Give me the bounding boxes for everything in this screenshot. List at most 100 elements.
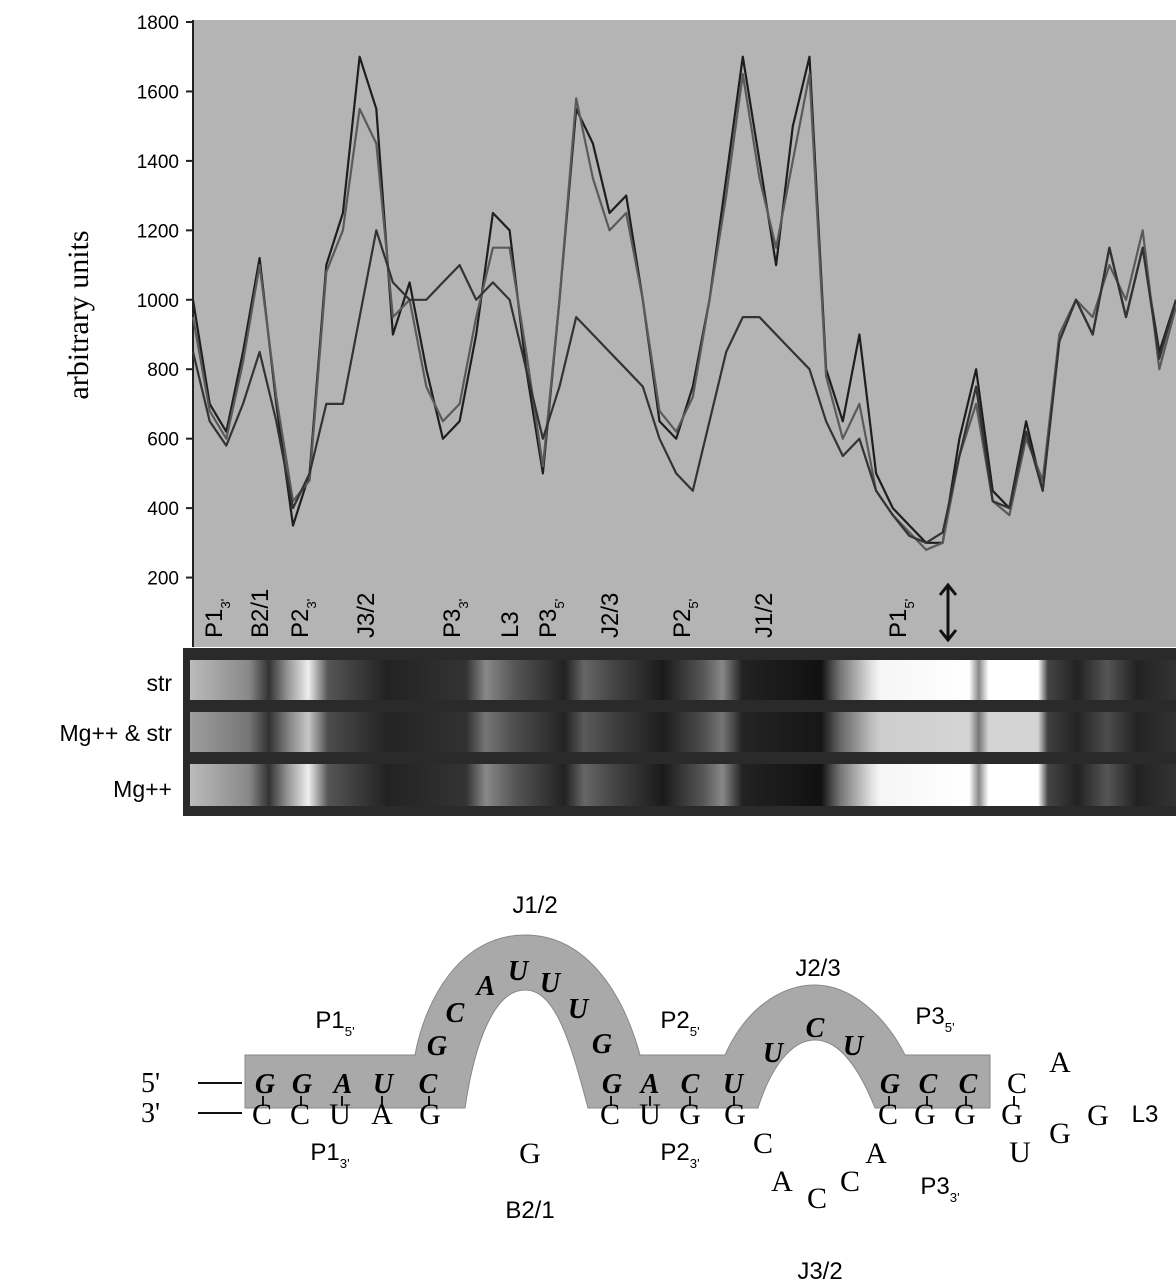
series-line — [191, 229, 1176, 544]
nucleotide: C — [446, 998, 465, 1029]
region-label: L3 — [497, 611, 524, 638]
label-main: P3 — [915, 1003, 944, 1030]
label-main: P2 — [660, 1007, 689, 1034]
region-label: P15' — [885, 599, 917, 638]
nucleotide: U — [329, 1098, 351, 1131]
nucleotide: C — [807, 1182, 827, 1215]
nucleotide: U — [540, 968, 562, 999]
label-main: P3 — [439, 609, 466, 638]
nucleotide: G — [602, 1069, 622, 1100]
nucleotide: G — [292, 1069, 312, 1100]
structure-label: P23' — [660, 1139, 699, 1171]
nucleotide: C — [252, 1098, 272, 1131]
y-tick-label: 1400 — [137, 152, 179, 173]
structure-label: L3 — [1132, 1101, 1159, 1128]
region-label: J1/2 — [751, 593, 778, 638]
nucleotide: U — [723, 1069, 745, 1100]
label-main: P1 — [201, 609, 228, 638]
nucleotide: U — [639, 1098, 661, 1131]
label-sub: 3' — [950, 1190, 960, 1205]
label-main: J3/2 — [353, 593, 380, 638]
y-tick-label: 1000 — [137, 291, 179, 312]
structure-label: J1/2 — [512, 892, 557, 919]
nucleotide: A — [1049, 1046, 1071, 1079]
label-main: L3 — [1132, 1101, 1159, 1128]
label-sub: 5' — [902, 599, 917, 609]
label-sub: 3' — [218, 599, 233, 609]
label-main: J2/3 — [597, 593, 624, 638]
nucleotide: G — [914, 1098, 936, 1131]
label-sub: 5' — [552, 599, 567, 609]
structure-label: B2/1 — [505, 1197, 554, 1224]
label-main: P1 — [310, 1139, 339, 1166]
y-tick-label: 800 — [147, 360, 179, 381]
series-line — [191, 73, 1176, 551]
label-sub: 5' — [690, 1024, 700, 1039]
label-main: B2/1 — [505, 1197, 554, 1224]
nucleotide: C — [419, 1069, 438, 1100]
nucleotide: G — [724, 1098, 746, 1131]
region-label: P33' — [439, 599, 471, 638]
label-sub: 5' — [945, 1020, 955, 1035]
region-label: P23' — [287, 599, 319, 638]
label-main: P1 — [885, 609, 912, 638]
label-sub: 3' — [340, 1156, 350, 1171]
label-main: P3 — [920, 1173, 949, 1200]
label-main: J2/3 — [795, 955, 840, 982]
lane-label: Mg++ & str — [60, 720, 173, 746]
nucleotide: C — [806, 1013, 825, 1044]
region-label: J2/3 — [597, 593, 624, 638]
structure-label: J3/2 — [797, 1258, 842, 1285]
nucleotide: G — [954, 1098, 976, 1131]
nucleotide: G — [1001, 1098, 1023, 1131]
label-sub: 3' — [690, 1156, 700, 1171]
nucleotide: C — [600, 1098, 620, 1131]
label-sub: 3' — [304, 599, 319, 609]
label-main: P2 — [660, 1139, 689, 1166]
label-main: P3 — [535, 609, 562, 638]
nucleotide: C — [1007, 1067, 1027, 1100]
nucleotide: G — [419, 1098, 441, 1131]
nucleotide: A — [865, 1137, 887, 1170]
gel-lane — [190, 712, 1176, 752]
label-main: J1/2 — [751, 593, 778, 638]
nucleotide: C — [919, 1069, 938, 1100]
nucleotide: A — [771, 1165, 793, 1198]
nucleotide: U — [763, 1038, 785, 1069]
nucleotide: G — [427, 1031, 447, 1062]
structure-label: P15' — [315, 1007, 354, 1039]
structure-label: P25' — [660, 1007, 699, 1039]
gel-lane — [190, 660, 1176, 700]
y-tick-label: 600 — [147, 430, 179, 451]
nucleotide: A — [371, 1098, 393, 1131]
nucleotide: U — [568, 994, 590, 1025]
base-pairs — [262, 1096, 1015, 1106]
label-main: B2/1 — [247, 589, 274, 638]
nucleotide: A — [475, 971, 496, 1002]
gel-lane — [190, 764, 1176, 806]
y-tick-label: 1600 — [137, 82, 179, 103]
label-sub: 3' — [456, 599, 471, 609]
label-sub: 5' — [345, 1024, 355, 1039]
nucleotide: C — [840, 1165, 860, 1198]
label-main: J1/2 — [512, 892, 557, 919]
three-prime-label: 3' — [141, 1098, 160, 1129]
y-axis-label: arbitrary units — [62, 230, 95, 399]
structure-label: J2/3 — [795, 955, 840, 982]
nucleotide: C — [959, 1069, 978, 1100]
five-prime-label: 5' — [141, 1068, 160, 1099]
structure-label: P13' — [310, 1139, 349, 1171]
region-label: P13' — [201, 599, 233, 638]
region-label: J3/2 — [353, 593, 380, 638]
y-tick-label: 400 — [147, 499, 179, 520]
nucleotide: C — [753, 1127, 773, 1160]
y-tick-label: 200 — [147, 569, 179, 590]
nucleotide: C — [878, 1098, 898, 1131]
label-main: J3/2 — [797, 1258, 842, 1285]
label-main: L3 — [497, 611, 524, 638]
lane-label: Mg++ — [113, 776, 172, 802]
